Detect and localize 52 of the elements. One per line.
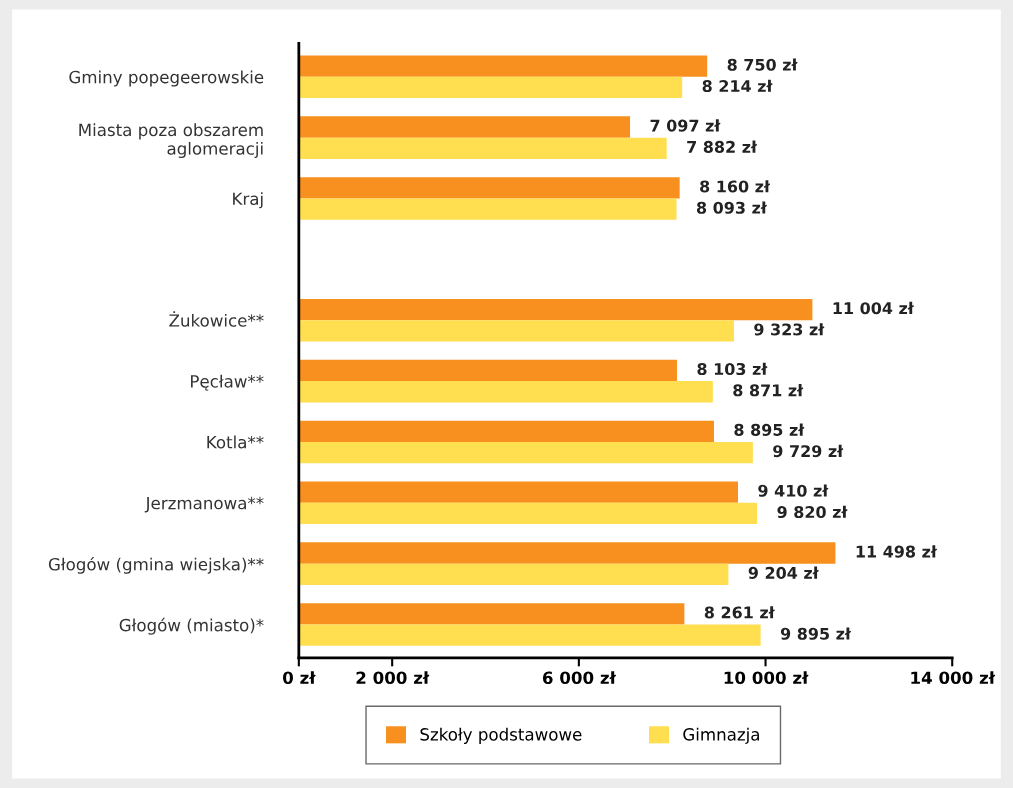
legend-label: Szkoły podstawowe: [420, 727, 582, 744]
bar: [298, 441, 753, 464]
data-label: 9 323 zł: [754, 323, 825, 336]
y-tick-label: Kraj: [233, 192, 263, 209]
data-label: 8 871 zł: [733, 384, 804, 397]
bar: [298, 55, 708, 77]
data-label: 11 498 zł: [856, 545, 938, 558]
bar: [298, 359, 677, 382]
y-tick-label: Głogów (miasto)*: [119, 617, 264, 635]
bar: [298, 298, 813, 321]
data-label: 8 750 zł: [727, 58, 798, 71]
bar: [298, 177, 680, 199]
data-label: 8 895 zł: [734, 423, 805, 436]
data-label: 8 160 zł: [700, 180, 771, 193]
x-tick-label: 14 000 zł: [911, 671, 996, 685]
x-tick-label: 2 000 zł: [356, 671, 430, 685]
x-tick-label: 0 zł: [282, 671, 316, 685]
y-tick-label: Głogów (gmina wiejska)**: [48, 556, 264, 574]
data-label: 7 097 zł: [650, 119, 721, 132]
data-label: 9 820 zł: [777, 505, 848, 519]
bar: [298, 624, 761, 646]
legend-label: Gimnazja: [683, 727, 759, 744]
bar: [298, 502, 758, 525]
bar: [298, 563, 729, 585]
data-label: 7 882 zł: [687, 140, 758, 153]
data-label: 9 895 zł: [780, 627, 852, 640]
y-tick-label: Pęcław**: [191, 374, 264, 391]
y-tick-label: Jerzmanowa**: [144, 496, 264, 513]
bar: [298, 116, 631, 138]
data-label: 8 214 zł: [702, 79, 773, 93]
y-tick-label: Miasta poza obszarem aglomeracji: [79, 123, 263, 159]
bar: [298, 420, 714, 442]
x-tick-label: 6 000 zł: [542, 671, 617, 685]
data-label: 11 004 zł: [833, 301, 915, 315]
data-label: 9 729 zł: [773, 444, 844, 458]
bar: [298, 542, 836, 564]
data-label: 8 103 zł: [697, 362, 768, 376]
bar: [298, 481, 738, 503]
data-label: 8 093 zł: [696, 201, 768, 214]
x-tick-label: 10 000 zł: [724, 671, 809, 685]
bar: [298, 76, 683, 99]
bar: [298, 198, 677, 220]
data-label: 8 261 zł: [704, 606, 775, 619]
y-tick-label: Gminy popegeerowskie: [69, 70, 264, 87]
bar: [298, 320, 734, 342]
y-tick-label: Żukowice**: [169, 311, 264, 327]
data-label: 9 204 zł: [748, 566, 819, 579]
data-label: 9 410 zł: [758, 484, 829, 497]
bar: [298, 381, 713, 403]
y-tick-label: Kotla**: [207, 435, 264, 449]
bar: [298, 603, 685, 625]
bar: [298, 137, 667, 159]
